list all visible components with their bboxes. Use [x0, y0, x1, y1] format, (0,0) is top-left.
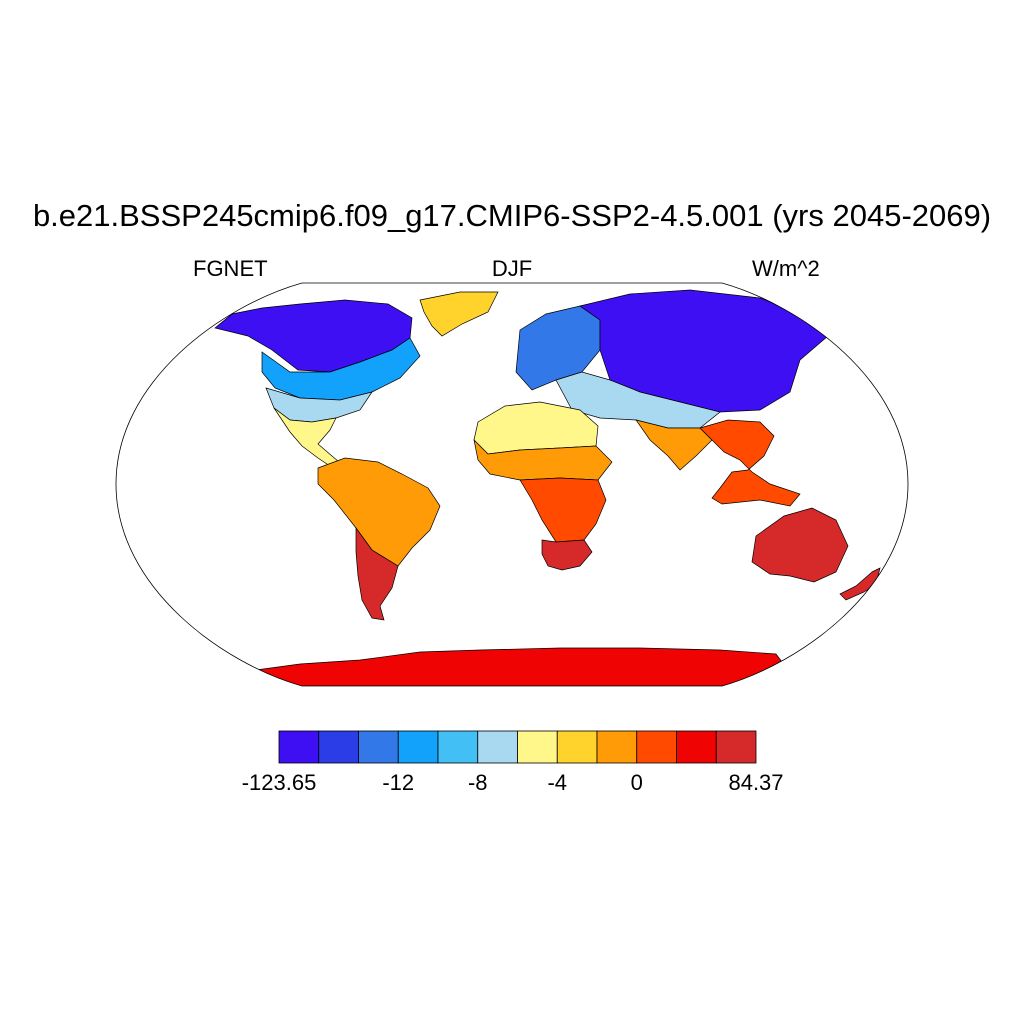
region-north-america-mid: [261, 337, 421, 401]
colorbar-box: [278, 730, 320, 764]
region-central-asia: [555, 371, 721, 429]
region-patagonia: [355, 526, 399, 621]
colorbar-tick-label: -4: [547, 770, 568, 795]
colorbar-box: [477, 730, 518, 764]
variable-label: FGNET: [193, 256, 268, 281]
colorbar-box: [596, 730, 638, 764]
colorbar-box: [636, 730, 677, 764]
colorbar-tick-label: -12: [382, 770, 415, 795]
region-greenland: [419, 291, 499, 337]
region-europe-asia-north: [515, 305, 601, 391]
region-central-africa: [519, 477, 607, 543]
colorbar-tick-label: 84.37: [728, 770, 784, 795]
region-south-asia: [635, 419, 713, 471]
plot-title: b.e21.BSSP245cmip6.f09_g17.CMIP6-SSP2-4.…: [32, 198, 992, 233]
region-mexico: [273, 407, 347, 471]
region-sahel: [473, 438, 613, 481]
region-south-america: [317, 457, 441, 567]
colorbar-box: [318, 730, 359, 764]
region-australia: [751, 507, 849, 583]
colorbar-box: [358, 730, 399, 764]
colorbar-box: [715, 730, 757, 764]
region-sahara: [473, 401, 599, 455]
colorbar-box: [676, 730, 717, 764]
colorbar-box: [397, 730, 439, 764]
region-southeast-asia: [699, 419, 801, 507]
colorbar-tick-label: -123.65: [241, 770, 317, 795]
map-boundary: [115, 282, 909, 687]
colorbar-box: [556, 730, 598, 764]
colorbar-box: [437, 730, 479, 764]
colorbar-box: [517, 730, 558, 764]
season-label: DJF: [491, 256, 533, 281]
region-new-zealand: [839, 567, 881, 601]
colorbar: [278, 730, 757, 764]
region-siberia: [579, 289, 829, 413]
units-label: W/m^2: [752, 256, 820, 281]
colorbar-tick-label: 0: [630, 770, 643, 795]
region-southern-africa: [541, 539, 593, 571]
region-antarctica: [219, 647, 801, 686]
colorbar-tick-label: -8: [467, 770, 488, 795]
